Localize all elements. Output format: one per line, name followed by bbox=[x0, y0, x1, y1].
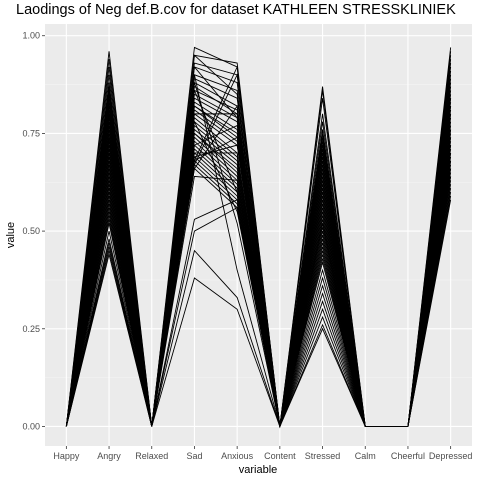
x-tick-label-angry: Angry bbox=[97, 451, 121, 461]
series-line-50 bbox=[65, 98, 452, 427]
x-tick-label-calm: Calm bbox=[355, 451, 376, 461]
x-tick-label-cheerful: Cheerful bbox=[391, 451, 425, 461]
y-tick-label: 0.75 bbox=[22, 128, 40, 138]
x-tick-label-stressed: Stressed bbox=[305, 451, 341, 461]
x-axis-title: variable bbox=[239, 464, 278, 476]
x-axis: Happy Angry Relaxed Sad Anxious Content Stress… bbox=[53, 446, 472, 461]
x-tick-label-happy: Happy bbox=[53, 451, 80, 461]
x-tick-label-sad: Sad bbox=[186, 451, 202, 461]
y-tick-label: 0.25 bbox=[22, 324, 40, 334]
y-axis: 0.00 0.25 0.50 0.75 1.00 bbox=[22, 31, 45, 431]
x-tick-label-relaxed: Relaxed bbox=[135, 451, 168, 461]
y-tick-label: 1.00 bbox=[22, 31, 40, 41]
chart-title: Laodings of Neg def.B.cov for dataset KA… bbox=[16, 2, 456, 18]
x-tick-label-depressed: Depressed bbox=[429, 451, 473, 461]
x-tick-label-content: Content bbox=[264, 451, 296, 461]
y-tick-label: 0.50 bbox=[22, 226, 40, 236]
x-tick-label-anxious: Anxious bbox=[221, 451, 254, 461]
y-axis-title: value bbox=[5, 222, 17, 248]
y-tick-label: 0.00 bbox=[22, 421, 40, 431]
series-layer bbox=[65, 46, 452, 429]
